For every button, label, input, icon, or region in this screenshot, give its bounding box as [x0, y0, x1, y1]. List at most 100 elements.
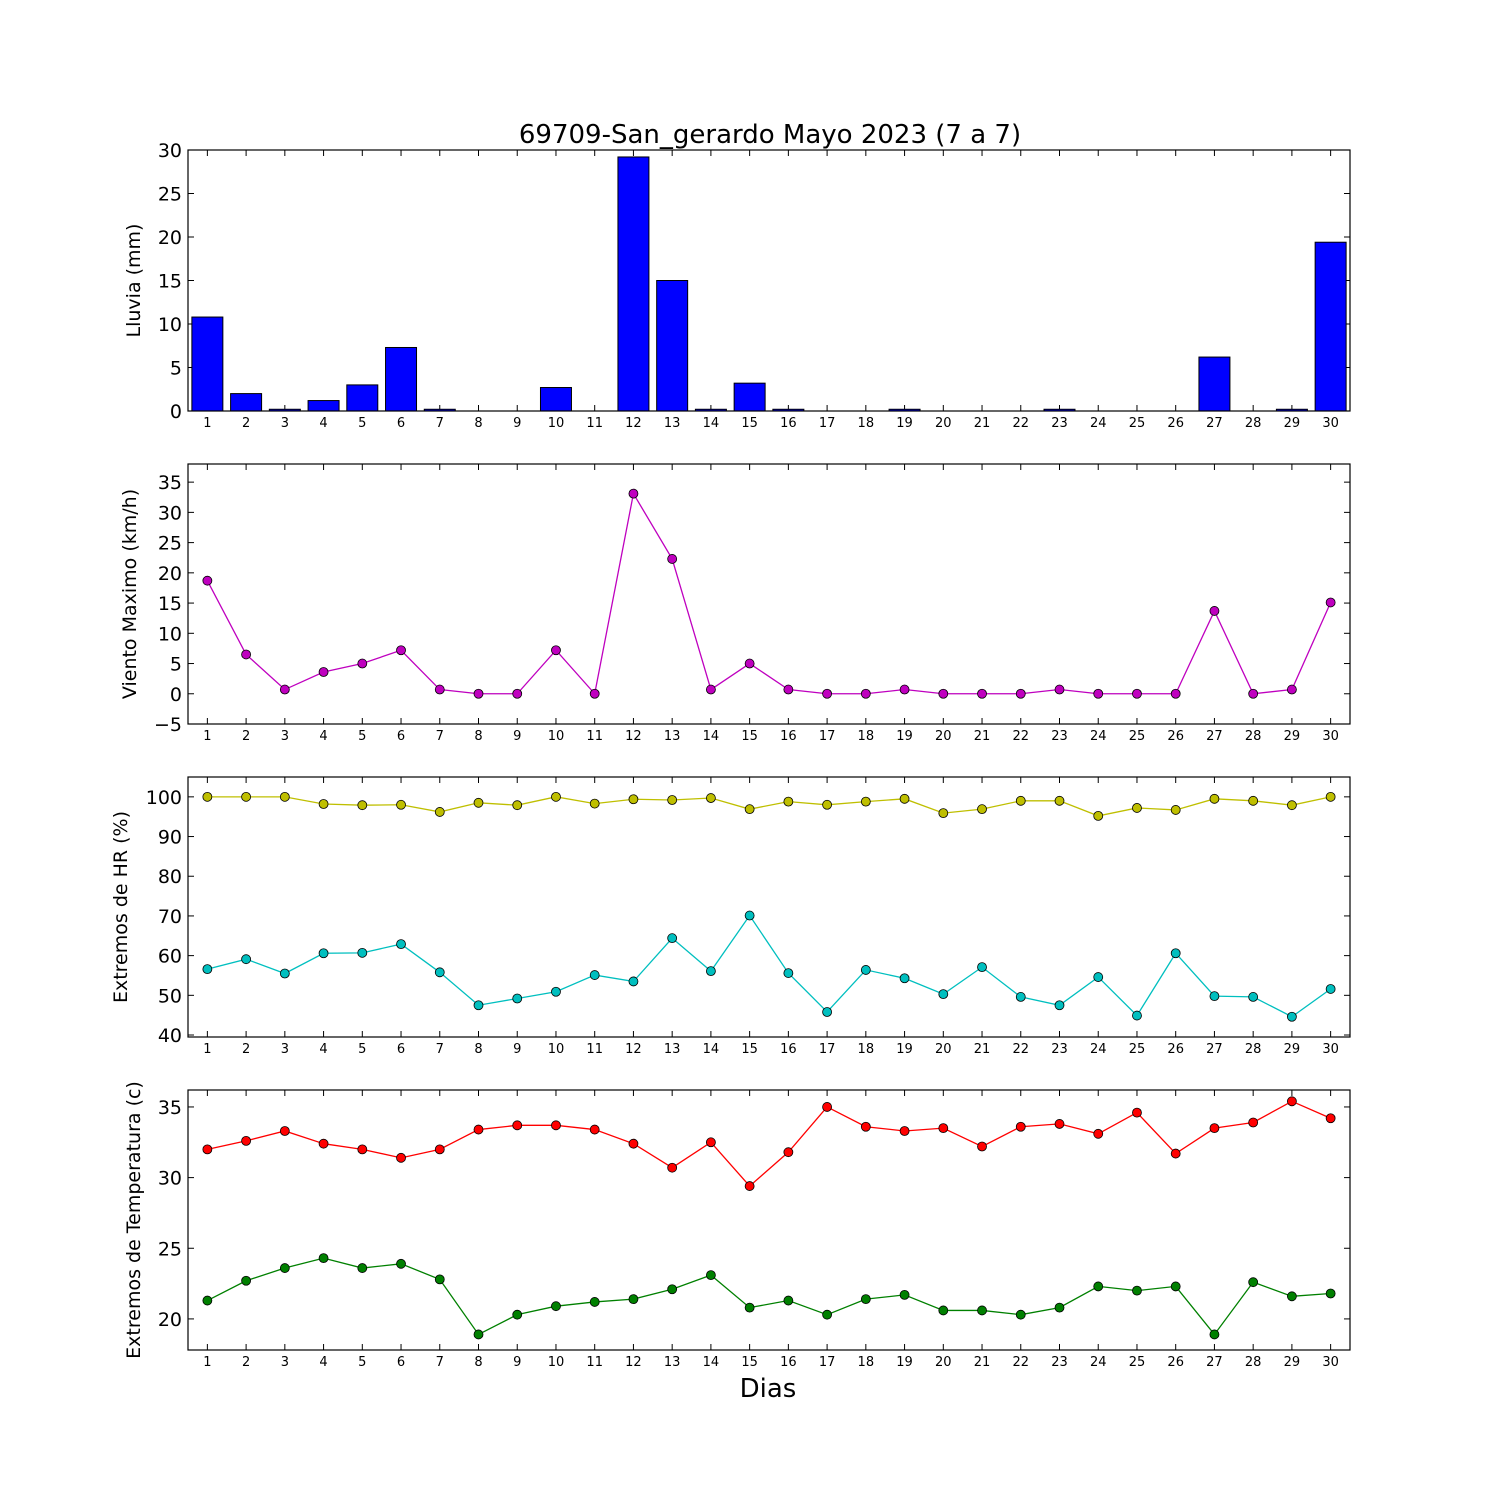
temp-min-point — [1287, 1291, 1297, 1302]
wind-point — [706, 684, 716, 695]
x-tick-label: 1 — [203, 1355, 211, 1370]
x-tick-label: 3 — [281, 1042, 289, 1057]
x-tick-label: 17 — [819, 416, 836, 431]
x-tick-label: 3 — [281, 416, 289, 431]
x-tick-label: 8 — [474, 416, 482, 431]
x-tick-label: 4 — [319, 729, 327, 744]
x-tick-label: 10 — [548, 416, 565, 431]
x-tick-label: 29 — [1284, 1355, 1301, 1370]
hr-max-point — [860, 796, 871, 807]
y-tick-label: 30 — [158, 502, 182, 524]
x-tick-label: 18 — [858, 416, 875, 431]
temp-max-point — [512, 1120, 523, 1131]
x-tick-label: 19 — [896, 1042, 913, 1057]
rain-bar — [617, 156, 650, 412]
x-tick-label: 24 — [1090, 729, 1107, 744]
temp-min-point — [396, 1258, 406, 1269]
temp-min-point — [1248, 1277, 1259, 1288]
x-tick-label: 6 — [397, 1042, 405, 1057]
hr-max-point — [473, 797, 484, 808]
rain-bar — [307, 400, 340, 412]
x-tick-label: 14 — [703, 1042, 720, 1057]
x-tick-label: 25 — [1129, 729, 1146, 744]
x-tick-label: 11 — [586, 1042, 603, 1057]
temp-max-point — [744, 1181, 755, 1191]
x-tick-label: 29 — [1284, 416, 1301, 431]
x-tick-label: 28 — [1245, 416, 1262, 431]
wind-line — [206, 491, 1332, 696]
x-tick-label: 7 — [436, 1355, 444, 1370]
x-tick-label: 8 — [474, 1042, 482, 1057]
x-tick-label: 19 — [896, 1355, 913, 1370]
y-tick-label: 40 — [158, 1025, 182, 1047]
hr-min-point — [1054, 1000, 1065, 1011]
x-tick-label: 10 — [548, 729, 565, 744]
x-tick-label: 30 — [1322, 1042, 1339, 1057]
x-tick-label: 20 — [935, 729, 952, 744]
hr-min-point — [589, 970, 600, 980]
x-tick-label: 15 — [741, 1355, 758, 1370]
x-tick-label: 21 — [974, 416, 991, 431]
x-tick-label: 16 — [780, 729, 797, 744]
x-tick-label: 11 — [586, 729, 603, 744]
temp-min-point — [1170, 1281, 1181, 1292]
plot-frame — [187, 1089, 1351, 1351]
hr-max-point — [706, 793, 716, 803]
wind-point — [434, 684, 445, 695]
hr-min-point — [1287, 1011, 1297, 1022]
hr-min-point — [241, 954, 252, 965]
hr-min-point — [938, 989, 949, 1000]
x-tick-label: 19 — [896, 729, 913, 744]
x-tick-label: 15 — [741, 416, 758, 431]
y-tick-label: 20 — [158, 227, 182, 249]
x-tick-label: 28 — [1245, 1355, 1262, 1370]
y-tick-label: 25 — [158, 533, 182, 555]
wind-point — [512, 688, 523, 699]
hr-max-point — [1325, 791, 1336, 802]
temp-min-point — [318, 1253, 329, 1264]
y-tick-label: 0 — [170, 401, 182, 423]
x-tick-label: 8 — [474, 729, 482, 744]
x-tick-label: 2 — [242, 416, 250, 431]
hr-min-point — [551, 986, 561, 997]
hr-max-point — [1093, 811, 1104, 821]
temp-min-point — [589, 1297, 600, 1307]
temp-max-point — [279, 1126, 290, 1136]
x-tick-label: 15 — [741, 729, 758, 744]
plot-frame — [187, 776, 1351, 1038]
temp-min-point — [473, 1329, 484, 1340]
y-tick-label: 60 — [158, 946, 182, 968]
hr-max-point — [628, 794, 639, 805]
wind-point — [1093, 688, 1104, 699]
x-tick-label: 17 — [819, 729, 836, 744]
temp-max-point — [1093, 1128, 1104, 1139]
hr-min-point — [357, 947, 368, 958]
y-tick-label: 35 — [158, 472, 182, 494]
wind-point — [1209, 606, 1220, 616]
rain-bar — [385, 346, 418, 412]
x-tick-label: 9 — [513, 1042, 521, 1057]
hr-max-point — [667, 795, 678, 805]
temp-max-point — [860, 1121, 871, 1132]
x-tick-label: 16 — [780, 416, 797, 431]
temp-max-point — [938, 1123, 949, 1134]
x-tick-label: 11 — [586, 1355, 603, 1370]
y-tick-label: 5 — [170, 358, 182, 380]
x-tick-label: 4 — [319, 1042, 327, 1057]
rain-bar — [656, 280, 689, 412]
y-axis-label: Extremos de HR (%) — [110, 811, 132, 1003]
wind-point — [1132, 688, 1142, 699]
x-tick-label: 24 — [1090, 416, 1107, 431]
x-tick-label: 23 — [1051, 729, 1068, 744]
temp-min-point — [1325, 1288, 1336, 1299]
x-tick-label: 1 — [203, 729, 211, 744]
temp-min-point — [357, 1263, 368, 1273]
y-axis-label: Extremos de Temperatura (c) — [123, 1081, 145, 1359]
x-tick-label: 18 — [858, 729, 875, 744]
y-tick-label: 30 — [158, 1168, 182, 1190]
x-tick-label: 14 — [703, 416, 720, 431]
hr-min-point — [202, 964, 213, 975]
temp-min-point — [783, 1295, 794, 1306]
x-tick-label: 28 — [1245, 729, 1262, 744]
